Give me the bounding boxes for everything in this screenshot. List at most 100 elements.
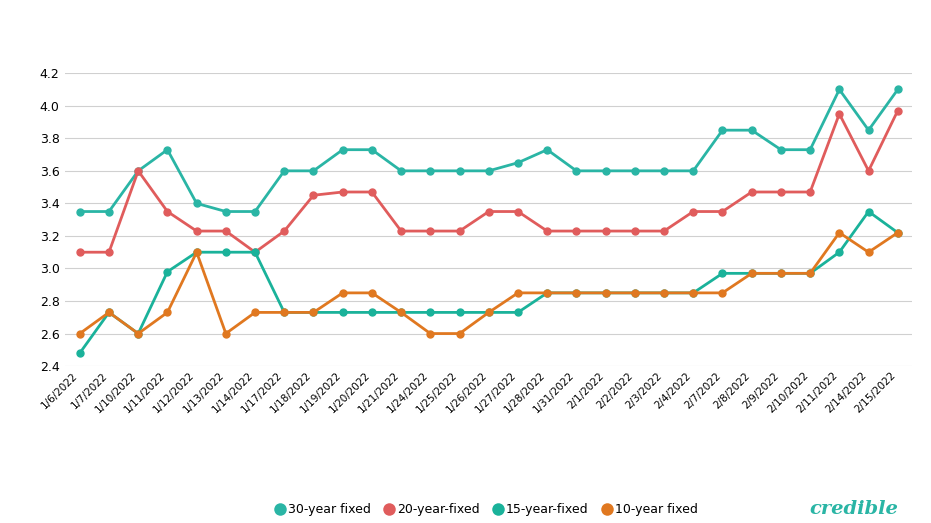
20-year-fixed [776,189,787,195]
20-year-fixed [191,228,202,234]
20-year-fixed [600,228,612,234]
10-year fixed [600,290,612,296]
10-year fixed [542,290,553,296]
10-year fixed [74,331,86,337]
15-year-fixed [278,309,290,315]
10-year fixed [776,270,787,277]
20-year-fixed [746,189,757,195]
10-year fixed [221,331,232,337]
15-year-fixed [74,350,86,356]
30-year fixed [717,127,728,133]
30-year fixed [512,160,523,166]
Line: 20-year-fixed: 20-year-fixed [76,107,901,256]
15-year-fixed [337,309,348,315]
20-year-fixed [512,208,523,214]
10-year fixed [892,230,903,236]
10-year fixed [571,290,582,296]
Text: credible: credible [810,500,898,518]
20-year-fixed [162,208,173,214]
15-year-fixed [221,249,232,255]
20-year-fixed [103,249,115,255]
30-year fixed [250,208,261,214]
10-year fixed [366,290,377,296]
20-year-fixed [688,208,699,214]
15-year-fixed [191,249,202,255]
10-year fixed [717,290,728,296]
30-year fixed [571,168,582,174]
30-year fixed [804,146,816,153]
15-year-fixed [571,290,582,296]
15-year-fixed [103,309,115,315]
20-year-fixed [658,228,669,234]
30-year fixed [337,146,348,153]
20-year-fixed [396,228,407,234]
30-year fixed [542,146,553,153]
15-year-fixed [658,290,669,296]
20-year-fixed [629,228,641,234]
30-year fixed [688,168,699,174]
15-year-fixed [542,290,553,296]
30-year fixed [454,168,466,174]
15-year-fixed [600,290,612,296]
15-year-fixed [366,309,377,315]
20-year-fixed [542,228,553,234]
20-year-fixed [221,228,232,234]
15-year-fixed [776,270,787,277]
15-year-fixed [688,290,699,296]
20-year-fixed [74,249,86,255]
15-year-fixed [629,290,641,296]
20-year-fixed [132,168,143,174]
15-year-fixed [804,270,816,277]
15-year-fixed [863,208,874,214]
Line: 10-year fixed: 10-year fixed [76,229,901,337]
30-year fixed [308,168,319,174]
30-year fixed [162,146,173,153]
10-year fixed [834,230,845,236]
20-year-fixed [454,228,466,234]
15-year-fixed [512,309,523,315]
30-year fixed [629,168,641,174]
15-year-fixed [454,309,466,315]
Text: 30-Day Mortgage Refinance Rate Trends: 30-Day Mortgage Refinance Rate Trends [267,38,710,56]
20-year-fixed [337,189,348,195]
10-year fixed [396,309,407,315]
10-year fixed [250,309,261,315]
10-year fixed [162,309,173,315]
30-year fixed [132,168,143,174]
20-year-fixed [804,189,816,195]
30-year fixed [191,200,202,207]
10-year fixed [425,331,436,337]
30-year fixed [892,86,903,93]
15-year-fixed [132,331,143,337]
15-year-fixed [746,270,757,277]
30-year fixed [746,127,757,133]
30-year fixed [278,168,290,174]
20-year-fixed [892,108,903,114]
15-year-fixed [425,309,436,315]
30-year fixed [483,168,494,174]
15-year-fixed [162,269,173,275]
10-year fixed [512,290,523,296]
30-year fixed [776,146,787,153]
15-year-fixed [892,230,903,236]
10-year fixed [103,309,115,315]
20-year-fixed [366,189,377,195]
10-year fixed [278,309,290,315]
30-year fixed [658,168,669,174]
20-year-fixed [425,228,436,234]
10-year fixed [658,290,669,296]
20-year-fixed [717,208,728,214]
20-year-fixed [483,208,494,214]
30-year fixed [396,168,407,174]
10-year fixed [308,309,319,315]
10-year fixed [804,270,816,277]
20-year-fixed [571,228,582,234]
30-year fixed [863,127,874,133]
15-year-fixed [250,249,261,255]
Line: 30-year fixed: 30-year fixed [76,86,901,215]
10-year fixed [454,331,466,337]
30-year fixed [834,86,845,93]
10-year fixed [688,290,699,296]
15-year-fixed [717,270,728,277]
30-year fixed [600,168,612,174]
